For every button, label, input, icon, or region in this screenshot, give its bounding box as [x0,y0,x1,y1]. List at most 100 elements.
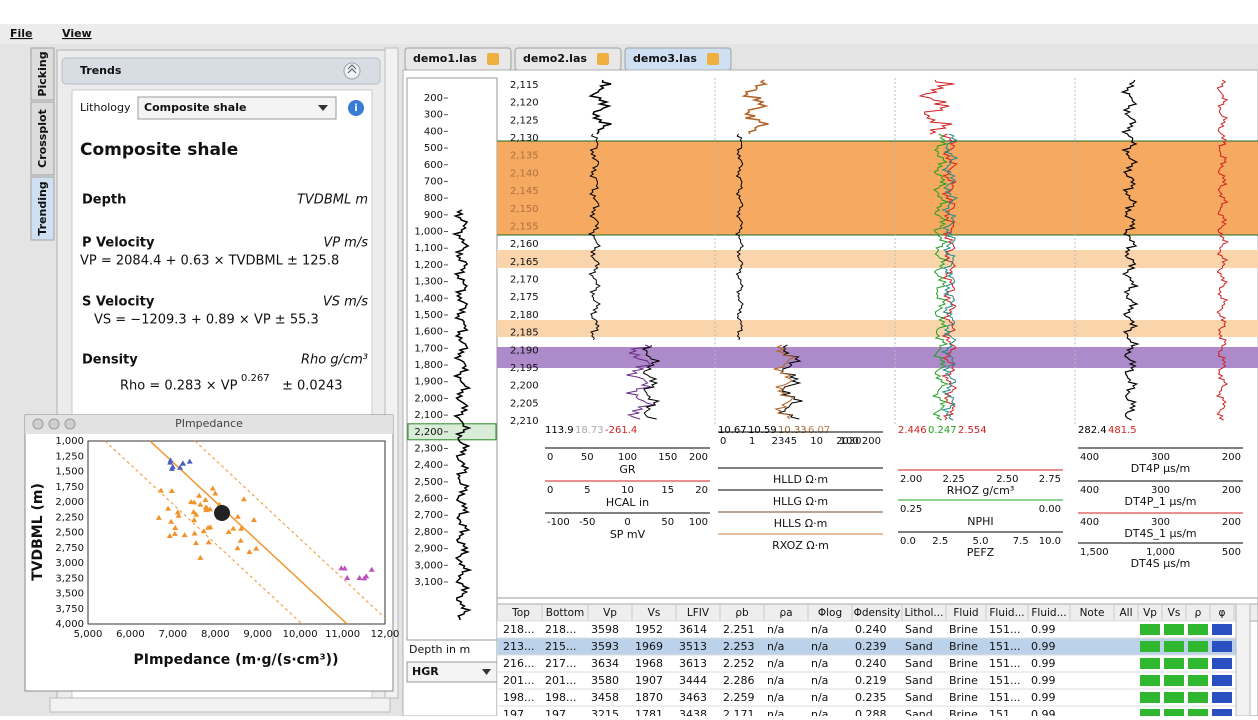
table-scrollbar[interactable] [1235,603,1251,717]
table-cell: 151 [989,708,1010,716]
scale-tick-label: 200 [1222,452,1241,463]
point [230,525,237,531]
scale-tick-label: 20 [695,485,708,496]
readout: 0.247 [928,425,957,436]
scale-tick-label: 0 [547,485,553,496]
lithology-value: Composite shale [144,101,246,114]
info-button[interactable] [348,100,364,116]
table-cell: 3513 [679,640,707,653]
table-cell: 0.240 [855,623,887,636]
scale-tick-label: 0 [624,517,630,528]
scale-tick-label: 200 [1222,485,1241,496]
column-header[interactable]: Vp [603,607,617,619]
y-tick-label: 3,250 [55,573,84,584]
column-header[interactable]: Bottom [546,607,585,619]
menu-item[interactable]: File [10,27,33,40]
log-depth-axis: 2,115 2,120 2,125 2,130 2,135 2,140 2,145 2,150… [510,80,539,427]
y-tick-label: 2,000 [55,497,84,508]
column-header[interactable]: Lithol... [905,607,944,619]
window-button[interactable] [48,418,60,430]
curve [1215,79,1230,421]
points [155,457,375,581]
lithology-select[interactable] [137,96,337,120]
x-tick-label: 9,000 [243,629,272,640]
side-tab[interactable] [30,101,55,176]
table-cell: n/a [767,708,784,716]
column-header[interactable]: Note [1080,607,1105,619]
side-tab[interactable] [30,47,55,101]
log-depth-label: 2,115 [510,80,539,91]
table-cell: Brine [949,640,978,653]
table-cell: Sand [905,623,933,636]
scale-tick-label: 2.75 [1039,474,1061,485]
table-cell: 151... [989,691,1021,704]
column-header[interactable]: All [1119,607,1132,619]
column-header[interactable]: Φlog [818,607,842,619]
depth-tick-label: 1,300 [414,277,443,288]
point [167,457,174,463]
status-swatch [1188,624,1208,635]
point [166,532,173,538]
column-header[interactable]: ρa [779,607,792,619]
panel-hscrollbar[interactable] [49,697,391,713]
table-cell: 198... [503,691,535,704]
depth-tick-label: 800 [424,193,443,204]
p-velocity-label: P Velocity [82,236,155,251]
highlight [407,423,497,441]
column-header[interactable]: Fluid... [989,607,1024,619]
column-header[interactable]: Vs [1168,607,1181,619]
menu-item[interactable]: View [62,27,92,40]
readout: 481.5 [1108,425,1137,436]
column-header[interactable]: Φdensity [854,607,901,619]
column-header[interactable]: ρ [1195,607,1202,619]
column-header[interactable]: φ [1219,607,1226,619]
status-swatch [1140,624,1160,635]
scale-tick-label: 1,500 [1080,547,1109,558]
x-tick-label: 8,000 [201,629,230,640]
table-cell: 3598 [591,623,619,636]
curve [940,133,958,421]
status-swatch [1164,658,1184,669]
table-cell: 2.259 [723,691,755,704]
collapse-button[interactable] [343,62,361,80]
side-tab[interactable] [30,176,55,241]
log-depth-label: 2,160 [510,239,539,250]
depth-tick-label: 1,100 [414,243,443,254]
readout: 2.446 [898,425,927,436]
column-header[interactable]: ρb [735,607,749,619]
menu: File View [10,27,92,40]
menu-bar [0,24,1258,44]
readout: 10.67 [718,425,747,436]
column-header[interactable]: Top [511,607,530,619]
column-header[interactable]: Fluid... [1031,607,1066,619]
table-cell: 3613 [679,657,707,670]
depth-tick-label: 3,100 [414,577,443,588]
file-tab-label: demo1.las [413,52,477,65]
zone-band [497,347,1258,368]
depth-tick-label: 600 [424,160,443,171]
y-tick-label: 1,000 [55,436,84,447]
scale-tick-label: -100 [547,517,570,528]
trends-title-bar [61,57,381,85]
scale-tick-label: 0.0 [900,536,916,547]
table-cell: 0.235 [855,691,887,704]
column-header[interactable]: LFIV [687,607,710,619]
column-header[interactable]: Vp [1143,607,1157,619]
scale-tick-label: 500 [1222,547,1241,558]
point [356,574,363,580]
table-cell: 217... [545,657,577,670]
curve [626,344,655,420]
window-button[interactable] [32,418,44,430]
curve [940,133,959,421]
lithology-label: Lithology [80,101,131,114]
column-header[interactable]: Fluid [953,607,978,619]
scale-tick-label: 1 [749,436,755,447]
window-button[interactable] [64,418,76,430]
depth-tick-label: 2,400 [414,460,443,471]
scale-tick-label: 2.00 [900,474,922,485]
depth-tick-label: 2,200 [414,427,443,438]
dropdown-arrow [318,105,328,111]
column-header[interactable]: Vs [648,607,661,619]
side-tab-label: Crossplot [36,109,49,168]
curve-select-value: HGR [412,665,439,678]
